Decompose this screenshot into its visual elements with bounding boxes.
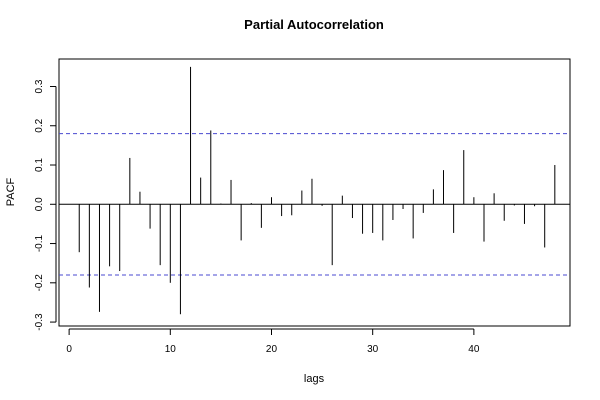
y-tick-label: -0.3 xyxy=(34,313,45,331)
x-tick-label: 30 xyxy=(367,344,379,355)
y-axis: -0.3 -0.2 -0.1 0.0 0.1 0.2 0.3 xyxy=(34,79,57,331)
x-tick-label: 0 xyxy=(66,344,72,355)
y-tick-label: -0.1 xyxy=(34,234,45,252)
y-tick-label: -0.2 xyxy=(34,274,45,292)
y-tick-label: 0.1 xyxy=(34,158,45,172)
plot-frame xyxy=(58,58,571,327)
x-tick-label: 10 xyxy=(165,344,177,355)
confidence-bounds xyxy=(59,133,570,276)
y-tick-label: 0.0 xyxy=(34,197,45,211)
x-axis-label: lags xyxy=(304,373,325,385)
y-axis-label: PACF xyxy=(5,177,17,206)
x-tick-label: 40 xyxy=(468,344,480,355)
y-tick-label: 0.3 xyxy=(34,79,45,93)
chart-title: Partial Autocorrelation xyxy=(244,17,384,32)
x-axis: 0 10 20 30 40 xyxy=(66,328,480,355)
pacf-bars xyxy=(78,66,556,315)
x-tick-label: 20 xyxy=(266,344,278,355)
y-tick-label: 0.2 xyxy=(34,118,45,132)
